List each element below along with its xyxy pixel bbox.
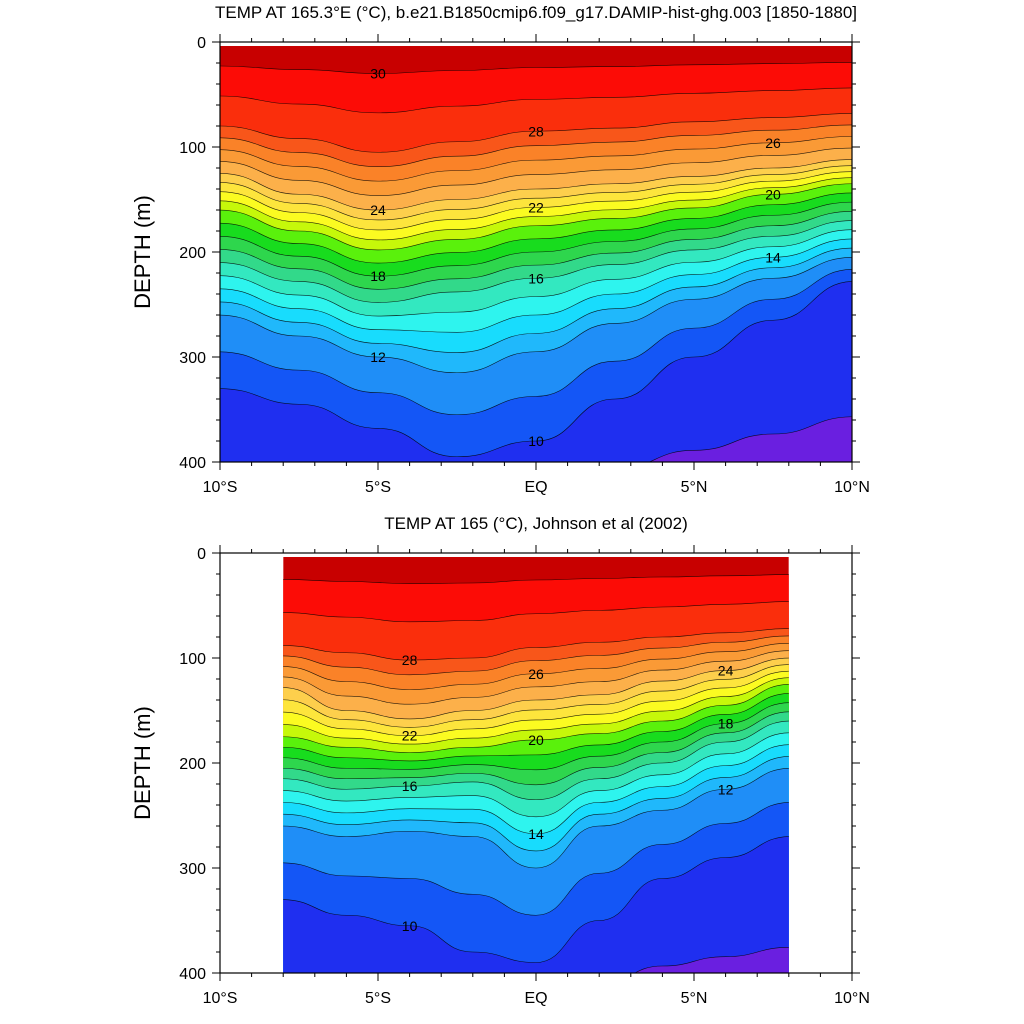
- isotherm-9: [634, 947, 789, 973]
- isotherm-29: [283, 601, 789, 623]
- isotherm-24: [220, 159, 852, 211]
- isotherm-26: [220, 136, 852, 182]
- y-tick-label: 300: [179, 350, 206, 367]
- isotherm-22: [283, 670, 789, 737]
- chart-panel-2: TEMP AT 165 (°C), Johnson et al (2002) 28…: [130, 514, 870, 1007]
- contour-label-10: 10: [528, 433, 544, 449]
- x-tick-label: EQ: [524, 990, 547, 1007]
- isotherm-22: [220, 171, 852, 231]
- contour-label-30: 30: [370, 66, 386, 82]
- isotherm-9: [648, 416, 852, 462]
- contour-label-18: 18: [718, 716, 734, 732]
- x-tick-label: 10°S: [203, 479, 238, 496]
- contour-label-12: 12: [370, 349, 386, 365]
- isotherm-23: [220, 165, 852, 221]
- isotherm-17: [220, 211, 852, 290]
- isotherm-13: [283, 756, 789, 852]
- isotherm-18: [283, 702, 789, 771]
- isotherm-20: [220, 183, 852, 251]
- contour-label-22: 22: [402, 728, 418, 744]
- contour-label-10: 10: [402, 918, 418, 934]
- band-9: [634, 947, 789, 973]
- contour-label-14: 14: [765, 249, 781, 265]
- x-tick-label: 5°N: [681, 479, 708, 496]
- isotherm-24: [283, 657, 789, 720]
- x-tick-label: 10°N: [834, 990, 870, 1007]
- isotherm-19: [220, 192, 852, 264]
- contour-field: 30 28 26 24 22 20 18 16 14 12 10: [220, 46, 852, 462]
- contour-label-26: 26: [528, 666, 544, 682]
- isotherm-12: [283, 768, 789, 869]
- chart-title: TEMP AT 165.3°E (°C), b.e21.B1850cmip6.f…: [215, 3, 857, 22]
- isotherm-27: [220, 124, 852, 167]
- contour-label-12: 12: [718, 781, 734, 797]
- y-axis-label: DEPTH (m): [130, 706, 155, 820]
- isotherm-28: [220, 113, 852, 153]
- contour-label-24: 24: [370, 202, 386, 218]
- contour-label-16: 16: [528, 270, 544, 286]
- y-tick-label: 400: [179, 966, 206, 983]
- contour-label-16: 16: [402, 778, 418, 794]
- x-tick-label: 5°N: [681, 990, 708, 1007]
- y-tick-label: 0: [197, 546, 206, 563]
- isotherm-30: [220, 62, 852, 74]
- isotherm-15: [283, 732, 789, 818]
- isotherm-15: [220, 229, 852, 317]
- x-tick-label: EQ: [524, 479, 547, 496]
- isotherm-10: [220, 281, 852, 458]
- x-tick-label: 5°S: [365, 990, 391, 1007]
- band-10: [220, 281, 852, 462]
- isotherm-26: [283, 643, 789, 690]
- x-tick-label: 10°S: [203, 990, 238, 1007]
- contour-label-22: 22: [528, 199, 544, 215]
- isotherm-19: [283, 693, 789, 762]
- isotherm-27: [283, 635, 789, 676]
- isotherm-12: [220, 257, 852, 374]
- isotherm-20: [283, 684, 789, 753]
- y-tick-label: 300: [179, 861, 206, 878]
- y-tick-label: 0: [197, 35, 206, 52]
- isotherm-13: [220, 247, 852, 353]
- isotherm-14: [220, 238, 852, 333]
- y-tick-label: 200: [179, 245, 206, 262]
- isotherm-16: [220, 220, 852, 303]
- x-tick-label: 5°S: [365, 479, 391, 496]
- isotherm-28: [283, 628, 789, 661]
- contour-label-14: 14: [528, 826, 544, 842]
- y-tick-label: 200: [179, 756, 206, 773]
- chart-title: TEMP AT 165 (°C), Johnson et al (2002): [384, 514, 688, 533]
- band-10: [283, 836, 789, 973]
- contour-label-20: 20: [765, 186, 781, 202]
- contour-label-26: 26: [765, 135, 781, 151]
- y-tick-label: 100: [179, 140, 206, 157]
- isotherm-17: [283, 711, 789, 786]
- x-tick-label: 10°N: [834, 479, 870, 496]
- isotherm-25: [283, 650, 789, 705]
- isotherm-25: [220, 147, 852, 196]
- isotherm-21: [283, 677, 789, 745]
- isotherm-21: [220, 177, 852, 241]
- isotherm-18: [220, 201, 852, 277]
- contour-label-18: 18: [370, 268, 386, 284]
- isotherm-11: [220, 269, 852, 416]
- isotherm-30: [283, 574, 789, 584]
- isotherm-29: [220, 87, 852, 114]
- isotherm-16: [283, 720, 789, 801]
- isotherm-11: [283, 802, 789, 916]
- contour-label-28: 28: [528, 123, 544, 139]
- isotherm-23: [283, 664, 789, 728]
- y-axis-label: DEPTH (m): [130, 195, 155, 309]
- contour-label-20: 20: [528, 732, 544, 748]
- contour-label-28: 28: [402, 652, 418, 668]
- band-9: [649, 416, 852, 462]
- contour-field: 28 26 24 22 20 18 16 14 12 10: [283, 557, 789, 973]
- y-tick-label: 100: [179, 651, 206, 668]
- isotherm-14: [283, 744, 789, 835]
- contour-label-24: 24: [718, 663, 734, 679]
- y-tick-label: 400: [179, 455, 206, 472]
- isotherm-10: [283, 836, 789, 963]
- chart-panel-1: TEMP AT 165.3°E (°C), b.e21.B1850cmip6.f…: [130, 3, 870, 496]
